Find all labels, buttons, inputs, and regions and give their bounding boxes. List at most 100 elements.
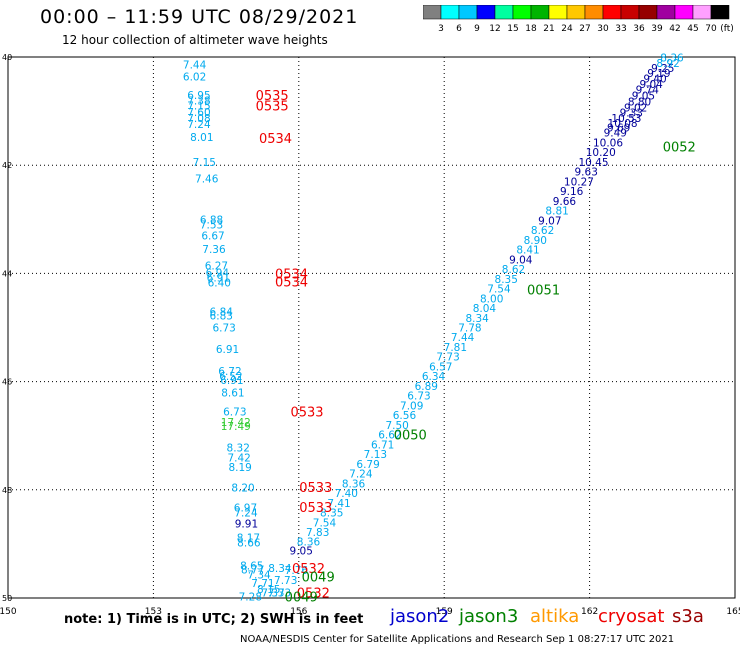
x-tick-label: 159 (436, 607, 453, 617)
y-tick-label: 40 (2, 53, 12, 62)
legend-tick-label: 42 (669, 24, 680, 34)
x-tick-label: 150 (0, 607, 17, 617)
swh-data-label: 7.60 (187, 107, 210, 119)
swh-data-label: 7.28 (239, 591, 262, 603)
pass-time-label: 0535 (256, 89, 289, 104)
swh-data-label: 7.71 (251, 578, 274, 590)
swh-data-label: 6.71 (371, 439, 394, 451)
swh-data-label: 9.74 (636, 84, 660, 96)
swh-data-label: 8.81 (545, 206, 568, 218)
swh-data-label: 8.35 (320, 508, 343, 520)
legend-tick-label: 36 (633, 24, 645, 34)
legend-jason2: jason2 (390, 606, 450, 627)
pass-time-label: 0050 (394, 429, 427, 444)
legend-altika: altika (530, 606, 580, 627)
legend-tick-label: 33 (615, 24, 626, 34)
swh-data-label: 7.78 (458, 323, 481, 335)
swh-data-label: 8.04 (473, 303, 497, 315)
plot-frame (7, 56, 736, 599)
swh-data-label: 7.40 (335, 488, 358, 500)
swh-data-label: 10.27 (564, 176, 594, 188)
pass-time-label: 0533 (299, 481, 332, 496)
y-tick-label: 46 (2, 378, 12, 387)
swh-data-label: 10.53 (611, 113, 641, 125)
legend-tick-label: 70 (705, 24, 717, 34)
swh-data-label: 10.20 (586, 147, 616, 159)
swh-data-label: 8.65 (240, 561, 263, 573)
legend-s3a: s3a (672, 606, 704, 627)
pass-time-label: 0532 (292, 562, 325, 577)
swh-data-label: 8.77 (241, 564, 264, 576)
swh-data-label: 7.73 (274, 575, 297, 587)
swh-data-label: 6.67 (201, 231, 224, 243)
swh-data-label: 8.36 (342, 478, 366, 490)
swh-data-label: 9.63 (575, 167, 598, 179)
chart-title: 00:00 – 11:59 UTC 08/29/2021 (40, 6, 359, 28)
swh-data-label: 6.27 (205, 260, 228, 272)
legend-tick-label: 21 (543, 24, 554, 34)
legend-tick-label: 18 (525, 24, 537, 34)
note-text: note: 1) Time is in UTC; 2) SWH is in fe… (64, 612, 364, 627)
swh-data-label: 7.73 (436, 352, 459, 364)
swh-data-label: 9.25 (651, 63, 674, 75)
swh-data-label: 8.66 (237, 537, 261, 549)
x-tick-label: 156 (290, 607, 307, 617)
swh-data-label: 8.92 (656, 58, 679, 70)
swh-data-label: 9.02 (624, 102, 647, 114)
legend-tick-label: 27 (579, 24, 590, 34)
swh-data-label: 8.36 (297, 537, 321, 549)
swh-color-legend: 3 6 9 12 15 18 21 24 27 30 33 36 39 42 45 70 (ft) (423, 5, 733, 34)
swh-data-label: 6.40 (208, 278, 231, 290)
swh-data-label: 6.91 (207, 273, 230, 285)
swh-data-label: 7.34 (247, 570, 271, 582)
swh-data-label: 7.13 (364, 449, 387, 461)
swh-data-label: 7.33 (268, 588, 291, 600)
x-tick-label: 153 (145, 607, 162, 617)
swh-data-label: 6.34 (422, 371, 446, 383)
pass-time-label: 0049 (302, 570, 335, 585)
swh-data-label: 8.41 (516, 245, 539, 257)
swh-data-label: 9.04 (509, 254, 533, 266)
swh-data-label: 7.42 (227, 452, 250, 464)
swh-data-label: 7.81 (444, 342, 467, 354)
x-tick-label: 165 (726, 607, 740, 617)
swh-data-label: 9.69 (607, 122, 630, 134)
swh-data-label: 7.24 (349, 469, 373, 481)
swh-data-label: 9.49 (604, 128, 627, 140)
swh-data-label: 7.53 (200, 220, 223, 232)
swh-data-label: 6.95 (187, 90, 210, 102)
swh-data-label: 6.94 (206, 267, 230, 279)
swh-data-label: 7.50 (385, 420, 408, 432)
pass-time-label: 0051 (527, 284, 560, 299)
legend-tick-label: 45 (687, 24, 698, 34)
pass-time-label: 0533 (299, 501, 332, 516)
swh-data-label: 6.72 (218, 366, 241, 378)
legend-tick-label: 6 (456, 24, 462, 34)
swh-data-label: 9.04 (639, 79, 663, 91)
chart-subtitle: 12 hour collection of altimeter wave hei… (62, 33, 328, 47)
swh-data-label: 6.89 (415, 381, 438, 393)
swh-data-label: 8.15 (257, 584, 280, 596)
swh-data-label: 7.46 (195, 174, 219, 186)
swh-data-label: 6.97 (234, 503, 257, 515)
swh-data-label: 9.05 (290, 545, 313, 557)
y-tick-label: 48 (2, 486, 12, 495)
swh-data-label: 8.20 (231, 483, 254, 495)
swh-data-label: 6.57 (429, 361, 452, 373)
swh-data-label: 10.08 (608, 118, 638, 130)
pass-time-label: 0052 (663, 140, 696, 155)
swh-data-label: 9.19 (647, 68, 670, 80)
swh-data-label: 9.07 (538, 215, 561, 227)
swh-data-label: 9.05 (632, 90, 655, 102)
swh-data-label: 6.62 (378, 430, 401, 442)
swh-data-label: 6.52 (219, 371, 242, 383)
swh-data-label: 10.45 (578, 157, 608, 169)
swh-data-label: 6.84 (210, 306, 234, 318)
swh-data-label: 9.40 (643, 74, 666, 86)
swh-data-label: 9.66 (553, 196, 577, 208)
swh-data-label: 10.06 (593, 137, 623, 149)
y-tick-label: 44 (2, 269, 12, 278)
y-tick-label: 50 (2, 594, 12, 603)
swh-data-label: 7.09 (400, 400, 423, 412)
